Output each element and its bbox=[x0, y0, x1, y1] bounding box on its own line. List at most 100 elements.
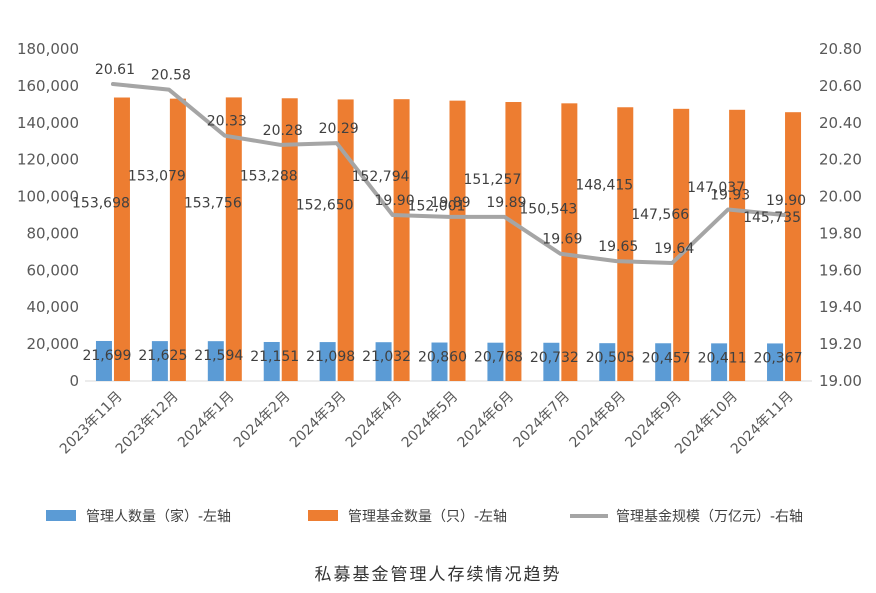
bar-funds bbox=[673, 108, 690, 382]
bar-managers bbox=[431, 342, 448, 381]
data-label-managers: 21,098 bbox=[306, 349, 355, 365]
bar-managers bbox=[319, 342, 336, 381]
data-label-scale: 20.61 bbox=[95, 62, 135, 78]
left-axis-tick-label: 180,000 bbox=[17, 40, 79, 58]
left-axis-tick-label: 80,000 bbox=[27, 224, 80, 242]
data-label-funds: 152,650 bbox=[296, 197, 354, 213]
data-label-managers: 20,367 bbox=[754, 350, 803, 366]
bar-funds bbox=[281, 98, 298, 381]
x-axis-tick-label: 2024年1月 bbox=[175, 389, 238, 452]
left-axis: 0 20,000 40,000 60,000 80,000 100,000 120,000 1… bbox=[17, 40, 79, 390]
legend-swatch bbox=[46, 510, 76, 521]
x-axis-tick-label: 2024年5月 bbox=[399, 389, 462, 452]
data-label-scale: 19.65 bbox=[598, 239, 638, 255]
right-axis-tick-label: 19.40 bbox=[819, 298, 862, 316]
legend-swatch bbox=[308, 510, 338, 521]
bar-funds bbox=[617, 107, 634, 381]
x-axis-tick-label: 2024年8月 bbox=[566, 389, 629, 452]
right-axis-tick-label: 20.40 bbox=[819, 114, 862, 132]
data-label-scale: 19.93 bbox=[710, 187, 750, 203]
data-label-funds: 153,079 bbox=[128, 169, 186, 185]
left-axis-tick-label: 100,000 bbox=[17, 188, 79, 206]
data-label-managers: 20,768 bbox=[474, 350, 523, 366]
legend-label: 管理基金规模（万亿元）-右轴 bbox=[616, 508, 803, 525]
right-axis-tick-label: 19.20 bbox=[819, 335, 862, 353]
bar-funds bbox=[729, 109, 746, 381]
data-label-funds: 148,415 bbox=[575, 177, 633, 193]
data-label-funds: 153,288 bbox=[240, 168, 298, 184]
data-label-scale: 19.69 bbox=[542, 232, 582, 248]
data-label-managers: 20,411 bbox=[698, 350, 747, 366]
data-label-managers: 20,860 bbox=[418, 350, 467, 366]
bar-funds bbox=[785, 112, 802, 381]
bar-managers bbox=[375, 342, 392, 381]
right-axis-tick-label: 20.80 bbox=[819, 40, 862, 58]
bar-managers bbox=[487, 342, 504, 381]
data-labels: 21,699 153,698 20.61 21,625 153,079 20.58 21,5… bbox=[72, 62, 806, 366]
bar-funds bbox=[169, 98, 186, 381]
x-axis-ticks: 2023年11月2023年12月2024年1月2024年2月2024年3月202… bbox=[57, 389, 797, 458]
bar-funds bbox=[393, 99, 410, 381]
bar-managers bbox=[599, 343, 616, 381]
data-label-funds: 153,756 bbox=[184, 195, 242, 211]
data-label-managers: 20,732 bbox=[530, 350, 579, 366]
bar-managers bbox=[263, 341, 280, 381]
data-label-funds: 150,543 bbox=[519, 201, 577, 217]
left-axis-tick-label: 40,000 bbox=[27, 298, 80, 316]
data-label-managers: 20,457 bbox=[642, 350, 691, 366]
data-label-scale: 19.89 bbox=[486, 195, 526, 211]
left-axis-tick-label: 160,000 bbox=[17, 77, 79, 95]
bar-managers bbox=[711, 343, 728, 381]
x-axis-tick-label: 2024年4月 bbox=[343, 389, 406, 452]
bars bbox=[95, 97, 802, 382]
data-label-scale: 20.28 bbox=[263, 123, 303, 139]
right-axis-tick-label: 20.00 bbox=[819, 188, 862, 206]
bar-managers bbox=[207, 341, 224, 381]
left-axis-tick-label: 120,000 bbox=[17, 151, 79, 169]
data-label-managers: 21,699 bbox=[82, 348, 131, 364]
data-label-funds: 147,566 bbox=[631, 207, 689, 223]
legend: 管理人数量（家）-左轴 管理基金数量（只）-左轴 管理基金规模（万亿元）-右轴 bbox=[46, 508, 803, 525]
data-label-managers: 21,151 bbox=[250, 349, 299, 365]
left-axis-tick-label: 60,000 bbox=[27, 261, 80, 279]
legend-label: 管理基金数量（只）-左轴 bbox=[348, 508, 507, 525]
data-label-scale: 19.90 bbox=[375, 193, 415, 209]
line-scale bbox=[110, 82, 787, 265]
data-label-managers: 20,505 bbox=[586, 350, 635, 366]
data-label-scale: 19.89 bbox=[430, 195, 470, 211]
bar-funds bbox=[505, 102, 522, 382]
data-label-funds: 153,698 bbox=[72, 196, 130, 212]
bar-funds bbox=[225, 97, 242, 381]
bar-funds bbox=[449, 100, 466, 381]
bar-funds bbox=[337, 99, 354, 381]
left-axis-tick-label: 20,000 bbox=[27, 335, 80, 353]
bar-managers bbox=[151, 341, 168, 381]
right-axis-tick-label: 19.80 bbox=[819, 224, 862, 242]
data-label-scale: 19.64 bbox=[654, 241, 694, 257]
data-label-managers: 21,594 bbox=[194, 348, 243, 364]
right-axis: 19.00 19.20 19.40 19.60 19.80 20.00 20.20 20.40… bbox=[819, 40, 862, 390]
x-axis-tick-label: 2024年2月 bbox=[231, 389, 294, 452]
bar-managers bbox=[543, 342, 560, 381]
left-axis-tick-label: 0 bbox=[69, 372, 79, 390]
right-axis-tick-label: 20.60 bbox=[819, 77, 862, 95]
data-label-scale: 20.29 bbox=[319, 121, 359, 137]
data-label-scale: 19.90 bbox=[766, 193, 806, 209]
data-label-funds: 147,037 bbox=[687, 180, 745, 196]
data-label-managers: 21,032 bbox=[362, 349, 411, 365]
data-label-scale: 20.33 bbox=[207, 114, 247, 130]
left-axis-tick-label: 140,000 bbox=[17, 114, 79, 132]
x-axis-tick-label: 2024年6月 bbox=[455, 389, 518, 452]
right-axis-tick-label: 19.00 bbox=[819, 372, 862, 390]
x-axis-tick-label: 2024年3月 bbox=[287, 389, 350, 452]
data-label-funds: 151,257 bbox=[463, 172, 521, 188]
right-axis-tick-label: 20.20 bbox=[819, 151, 862, 169]
bar-managers bbox=[95, 340, 112, 381]
data-label-funds: 152,001 bbox=[408, 199, 466, 215]
data-label-funds: 145,735 bbox=[743, 210, 801, 226]
data-label-scale: 20.58 bbox=[151, 68, 191, 84]
legend-label: 管理人数量（家）-左轴 bbox=[86, 508, 231, 525]
data-label-funds: 152,794 bbox=[352, 169, 410, 185]
right-axis-tick-label: 19.60 bbox=[819, 261, 862, 279]
